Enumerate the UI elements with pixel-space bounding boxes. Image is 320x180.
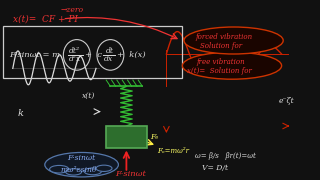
Text: F·sinωt: F·sinωt [67,154,95,162]
Text: x(t)=  CF + PI: x(t)= CF + PI [13,14,78,23]
Text: →zero: →zero [61,6,84,14]
Text: +  k(x): + k(x) [117,51,145,59]
Text: Fₑ: Fₑ [150,133,159,141]
Text: k: k [18,109,23,118]
Text: Solution for: Solution for [200,42,242,50]
Ellipse shape [66,169,82,175]
Text: e⁻ζt: e⁻ζt [278,97,294,105]
Text: x(t)=  Solution for: x(t)= Solution for [187,67,252,75]
Ellipse shape [45,152,118,177]
Ellipse shape [182,52,282,79]
Text: dt²: dt² [69,47,80,55]
Text: free vibration: free vibration [197,58,245,66]
Text: forced vibration: forced vibration [195,33,252,41]
Ellipse shape [184,27,283,54]
Text: ω= β/s   βr(t)=ωt: ω= β/s βr(t)=ωt [195,152,256,160]
Text: V= D/t: V= D/t [202,164,228,172]
Text: dt: dt [106,47,114,55]
Text: +  c: + c [85,51,102,59]
Ellipse shape [84,168,101,175]
Text: d²x: d²x [69,55,81,63]
Ellipse shape [96,165,112,171]
Text: x(t): x(t) [82,91,95,99]
FancyBboxPatch shape [106,126,147,148]
Text: F·sinωt: F·sinωt [115,170,146,178]
Text: mω²εsinθ: mω²εsinθ [61,166,97,174]
Text: Fₒ=mω²r: Fₒ=mω²r [157,147,189,155]
Text: dx: dx [104,55,113,63]
Ellipse shape [50,165,69,173]
Text: F·sinωt = m: F·sinωt = m [10,51,61,59]
